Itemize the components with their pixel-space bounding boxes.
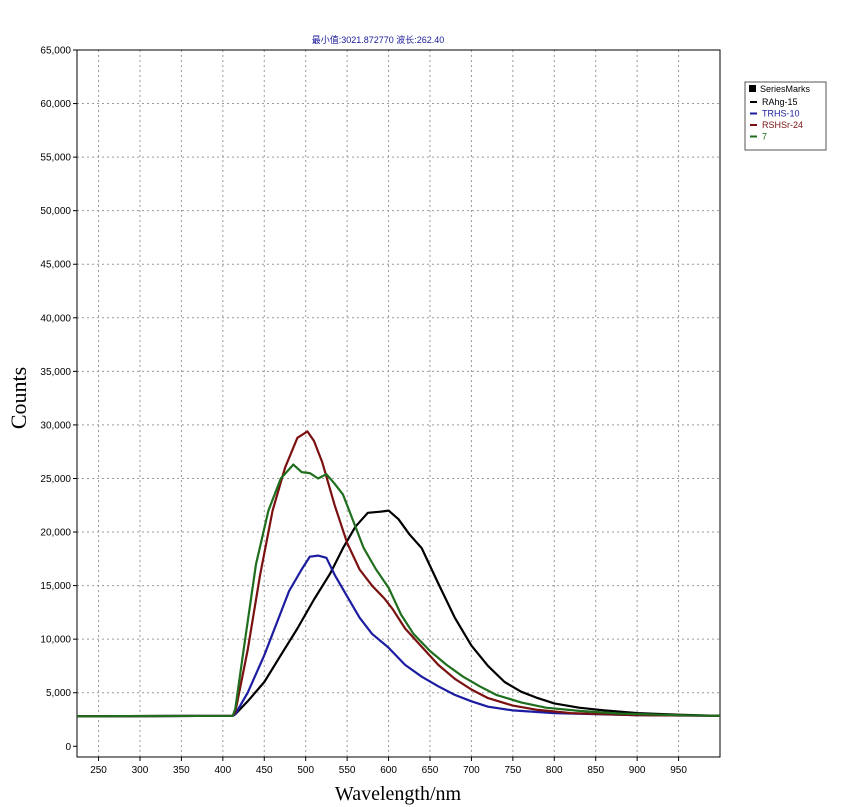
y-tick-label: 50,000 — [40, 206, 71, 217]
x-tick-label: 750 — [505, 765, 522, 776]
legend-box — [744, 81, 827, 151]
x-tick-label: 900 — [629, 765, 646, 776]
series-line-3 — [76, 430, 721, 718]
legend-label-2: TRHS-10 — [762, 109, 800, 119]
x-tick-label: 950 — [670, 765, 687, 776]
y-tick-label: 30,000 — [40, 420, 71, 431]
x-tick-label: 450 — [256, 765, 273, 776]
y-tick-label: 45,000 — [40, 260, 71, 271]
legend-label-1: RAhg-15 — [762, 97, 798, 107]
series-lines — [76, 430, 721, 718]
x-tick-label: 500 — [297, 765, 314, 776]
x-tick-label: 700 — [463, 765, 480, 776]
y-tick-label: 0 — [65, 742, 71, 753]
y-tick-label: 20,000 — [40, 528, 71, 539]
y-tick-label: 65,000 — [40, 46, 71, 57]
x-tick-label: 650 — [422, 765, 439, 776]
x-tick-label: 400 — [214, 765, 231, 776]
legend-label-3: RSHSr-24 — [762, 120, 803, 130]
y-tick-label: 15,000 — [40, 581, 71, 592]
x-tick-label: 300 — [132, 765, 149, 776]
series-line-2 — [76, 554, 721, 718]
y-tick-label: 60,000 — [40, 99, 71, 110]
x-tick-label: 600 — [380, 765, 397, 776]
grid — [77, 49, 720, 757]
y-tick-label: 55,000 — [40, 153, 71, 164]
x-tick-label: 800 — [546, 765, 563, 776]
y-tick-label: 5,000 — [46, 688, 71, 699]
series-line-1 — [76, 509, 721, 718]
x-tick-label: 850 — [587, 765, 604, 776]
y-axis-title: Counts — [6, 367, 31, 429]
x-axis-ticks: 250 300 350 400 450 500 550 600 650 700 750 800 850 9… — [90, 757, 687, 776]
legend-label-4: 7 — [762, 132, 767, 142]
x-tick-label: 550 — [339, 765, 356, 776]
y-tick-label: 25,000 — [40, 474, 71, 485]
y-tick-label: 40,000 — [40, 313, 71, 324]
y-axis-ticks: 0 5,000 10,000 15,000 20,000 25,000 30,000 35,0… — [40, 46, 77, 753]
top-info-readout: 最小值:3021.872770 波长:262.40 — [312, 34, 445, 45]
y-tick-label: 10,000 — [40, 635, 71, 646]
x-axis-title: Wavelength/nm — [335, 783, 462, 805]
legend-header-marker — [749, 85, 756, 92]
x-tick-label: 350 — [173, 765, 190, 776]
series-line-4 — [76, 463, 721, 718]
y-tick-label: 35,000 — [40, 367, 71, 378]
x-tick-label: 250 — [90, 765, 107, 776]
legend-header: SeriesMarks — [760, 84, 811, 94]
plot-frame — [76, 49, 721, 758]
